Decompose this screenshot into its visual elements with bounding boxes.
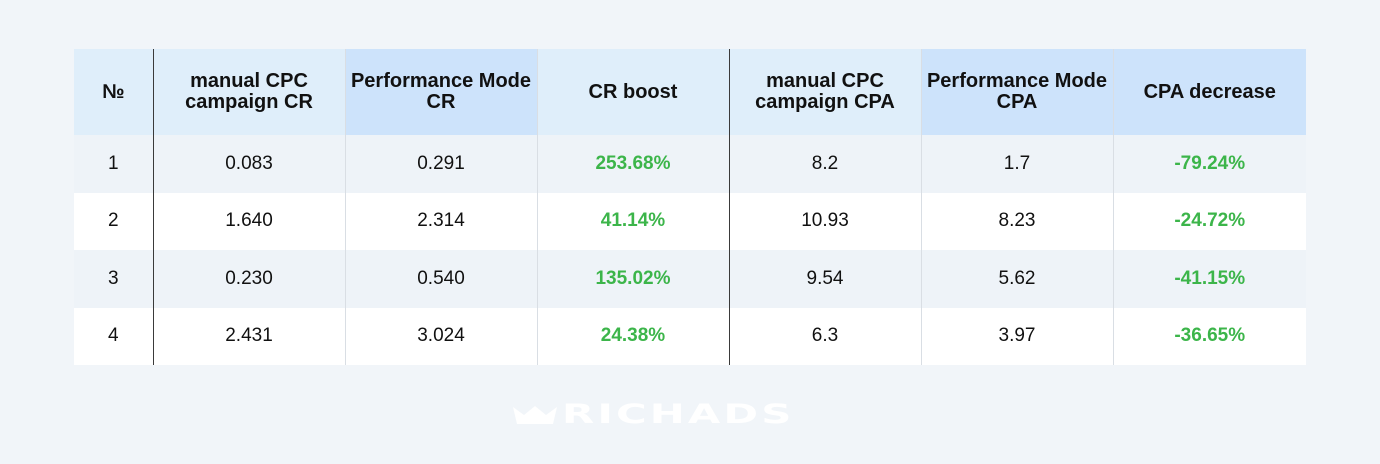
cell-performance-cr: 0.291 — [344, 135, 537, 193]
cell-manual-cpc-cpa: 6.3 — [728, 307, 921, 365]
header-cpa-decrease: CPA decrease — [1112, 49, 1306, 135]
header-cr-boost: CR boost — [536, 49, 729, 135]
table-row: 3 0.230 0.540 135.02% 9.54 5.62 -41.15% — [74, 250, 1306, 308]
header-number: № — [74, 49, 153, 135]
cell-number: 4 — [74, 307, 153, 365]
cell-number: 1 — [74, 135, 153, 193]
comparison-table-container: № manual CPC campaign CR Performance Mod… — [74, 49, 1306, 365]
cell-manual-cpc-cr: 0.083 — [152, 135, 345, 193]
cell-manual-cpc-cr: 1.640 — [152, 192, 345, 250]
brand-wordmark: RICHADS — [562, 399, 795, 430]
cell-performance-cr: 2.314 — [344, 192, 537, 250]
cell-performance-cpa: 1.7 — [920, 135, 1113, 193]
table-header-row: № manual CPC campaign CR Performance Mod… — [74, 49, 1306, 135]
cell-manual-cpc-cpa: 8.2 — [728, 135, 921, 193]
cell-cr-boost: 24.38% — [536, 307, 729, 365]
cell-number: 2 — [74, 192, 153, 250]
cell-cpa-decrease: -36.65% — [1112, 307, 1306, 365]
cell-number: 3 — [74, 250, 153, 308]
cell-cpa-decrease: -79.24% — [1112, 135, 1306, 193]
header-manual-cpc-cpa: manual CPC campaign CPA — [728, 49, 921, 135]
cell-cr-boost: 253.68% — [536, 135, 729, 193]
crown-icon — [512, 404, 558, 426]
cell-performance-cr: 3.024 — [344, 307, 537, 365]
cell-manual-cpc-cpa: 10.93 — [728, 192, 921, 250]
header-manual-cpc-cr: manual CPC campaign CR — [152, 49, 345, 135]
cell-cr-boost: 135.02% — [536, 250, 729, 308]
cell-performance-cpa: 3.97 — [920, 307, 1113, 365]
richads-logo: RICHADS — [512, 399, 866, 430]
table-row: 1 0.083 0.291 253.68% 8.2 1.7 -79.24% — [74, 135, 1306, 193]
cell-cpa-decrease: -24.72% — [1112, 192, 1306, 250]
cell-performance-cr: 0.540 — [344, 250, 537, 308]
cell-performance-cpa: 8.23 — [920, 192, 1113, 250]
table-row: 2 1.640 2.314 41.14% 10.93 8.23 -24.72% — [74, 192, 1306, 250]
cell-performance-cpa: 5.62 — [920, 250, 1113, 308]
cell-cpa-decrease: -41.15% — [1112, 250, 1306, 308]
comparison-table: № manual CPC campaign CR Performance Mod… — [74, 49, 1306, 365]
cell-manual-cpc-cr: 2.431 — [152, 307, 345, 365]
cell-manual-cpc-cpa: 9.54 — [728, 250, 921, 308]
header-performance-cpa: Performance Mode CPA — [920, 49, 1113, 135]
cell-manual-cpc-cr: 0.230 — [152, 250, 345, 308]
cell-cr-boost: 41.14% — [536, 192, 729, 250]
table-row: 4 2.431 3.024 24.38% 6.3 3.97 -36.65% — [74, 307, 1306, 365]
header-performance-cr: Performance Mode CR — [344, 49, 537, 135]
